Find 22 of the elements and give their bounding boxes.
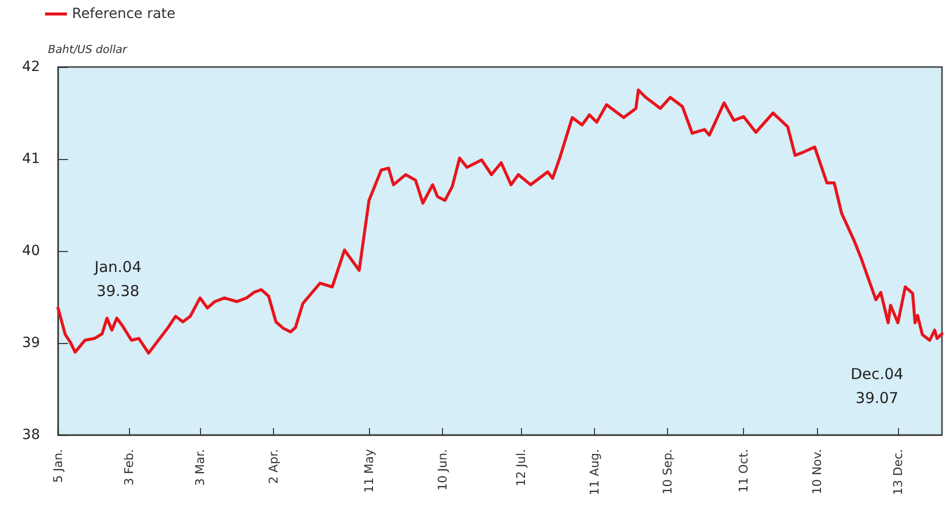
annotation: Jan.04 39.38 [94,258,142,300]
line-series [56,88,944,355]
legend-label: Reference rate [72,6,176,22]
x-tick-label: 11 Oct. [736,449,751,493]
x-tick-label: 11 May [362,449,376,493]
y-tick-label: 42 [22,59,40,75]
x-tick-label: 3 Feb. [122,449,136,486]
x-tick-label: 10 Sep. [660,449,675,495]
x-tick-label: 11 Aug. [587,449,602,496]
y-tick-label: 39 [22,335,40,351]
x-tick-label: 13 Dec. [890,449,905,496]
y-tick-label: 40 [22,243,40,259]
y-axis-title: Baht/US dollar [48,43,128,56]
x-tick-label: 5 Jan. [51,449,65,483]
annotation: Dec.04 39.07 [850,365,904,407]
x-tick-label: 2 Apr. [266,449,280,484]
x-tick-label: 12 Jul. [514,449,528,486]
x-tick-label: 10 Nov. [810,449,824,494]
y-tick-label: 38 [22,427,40,443]
x-tick-label: 3 Mar. [193,449,208,486]
x-tick-label: 10 Jun. [435,449,450,491]
y-tick-label: 41 [22,151,40,167]
